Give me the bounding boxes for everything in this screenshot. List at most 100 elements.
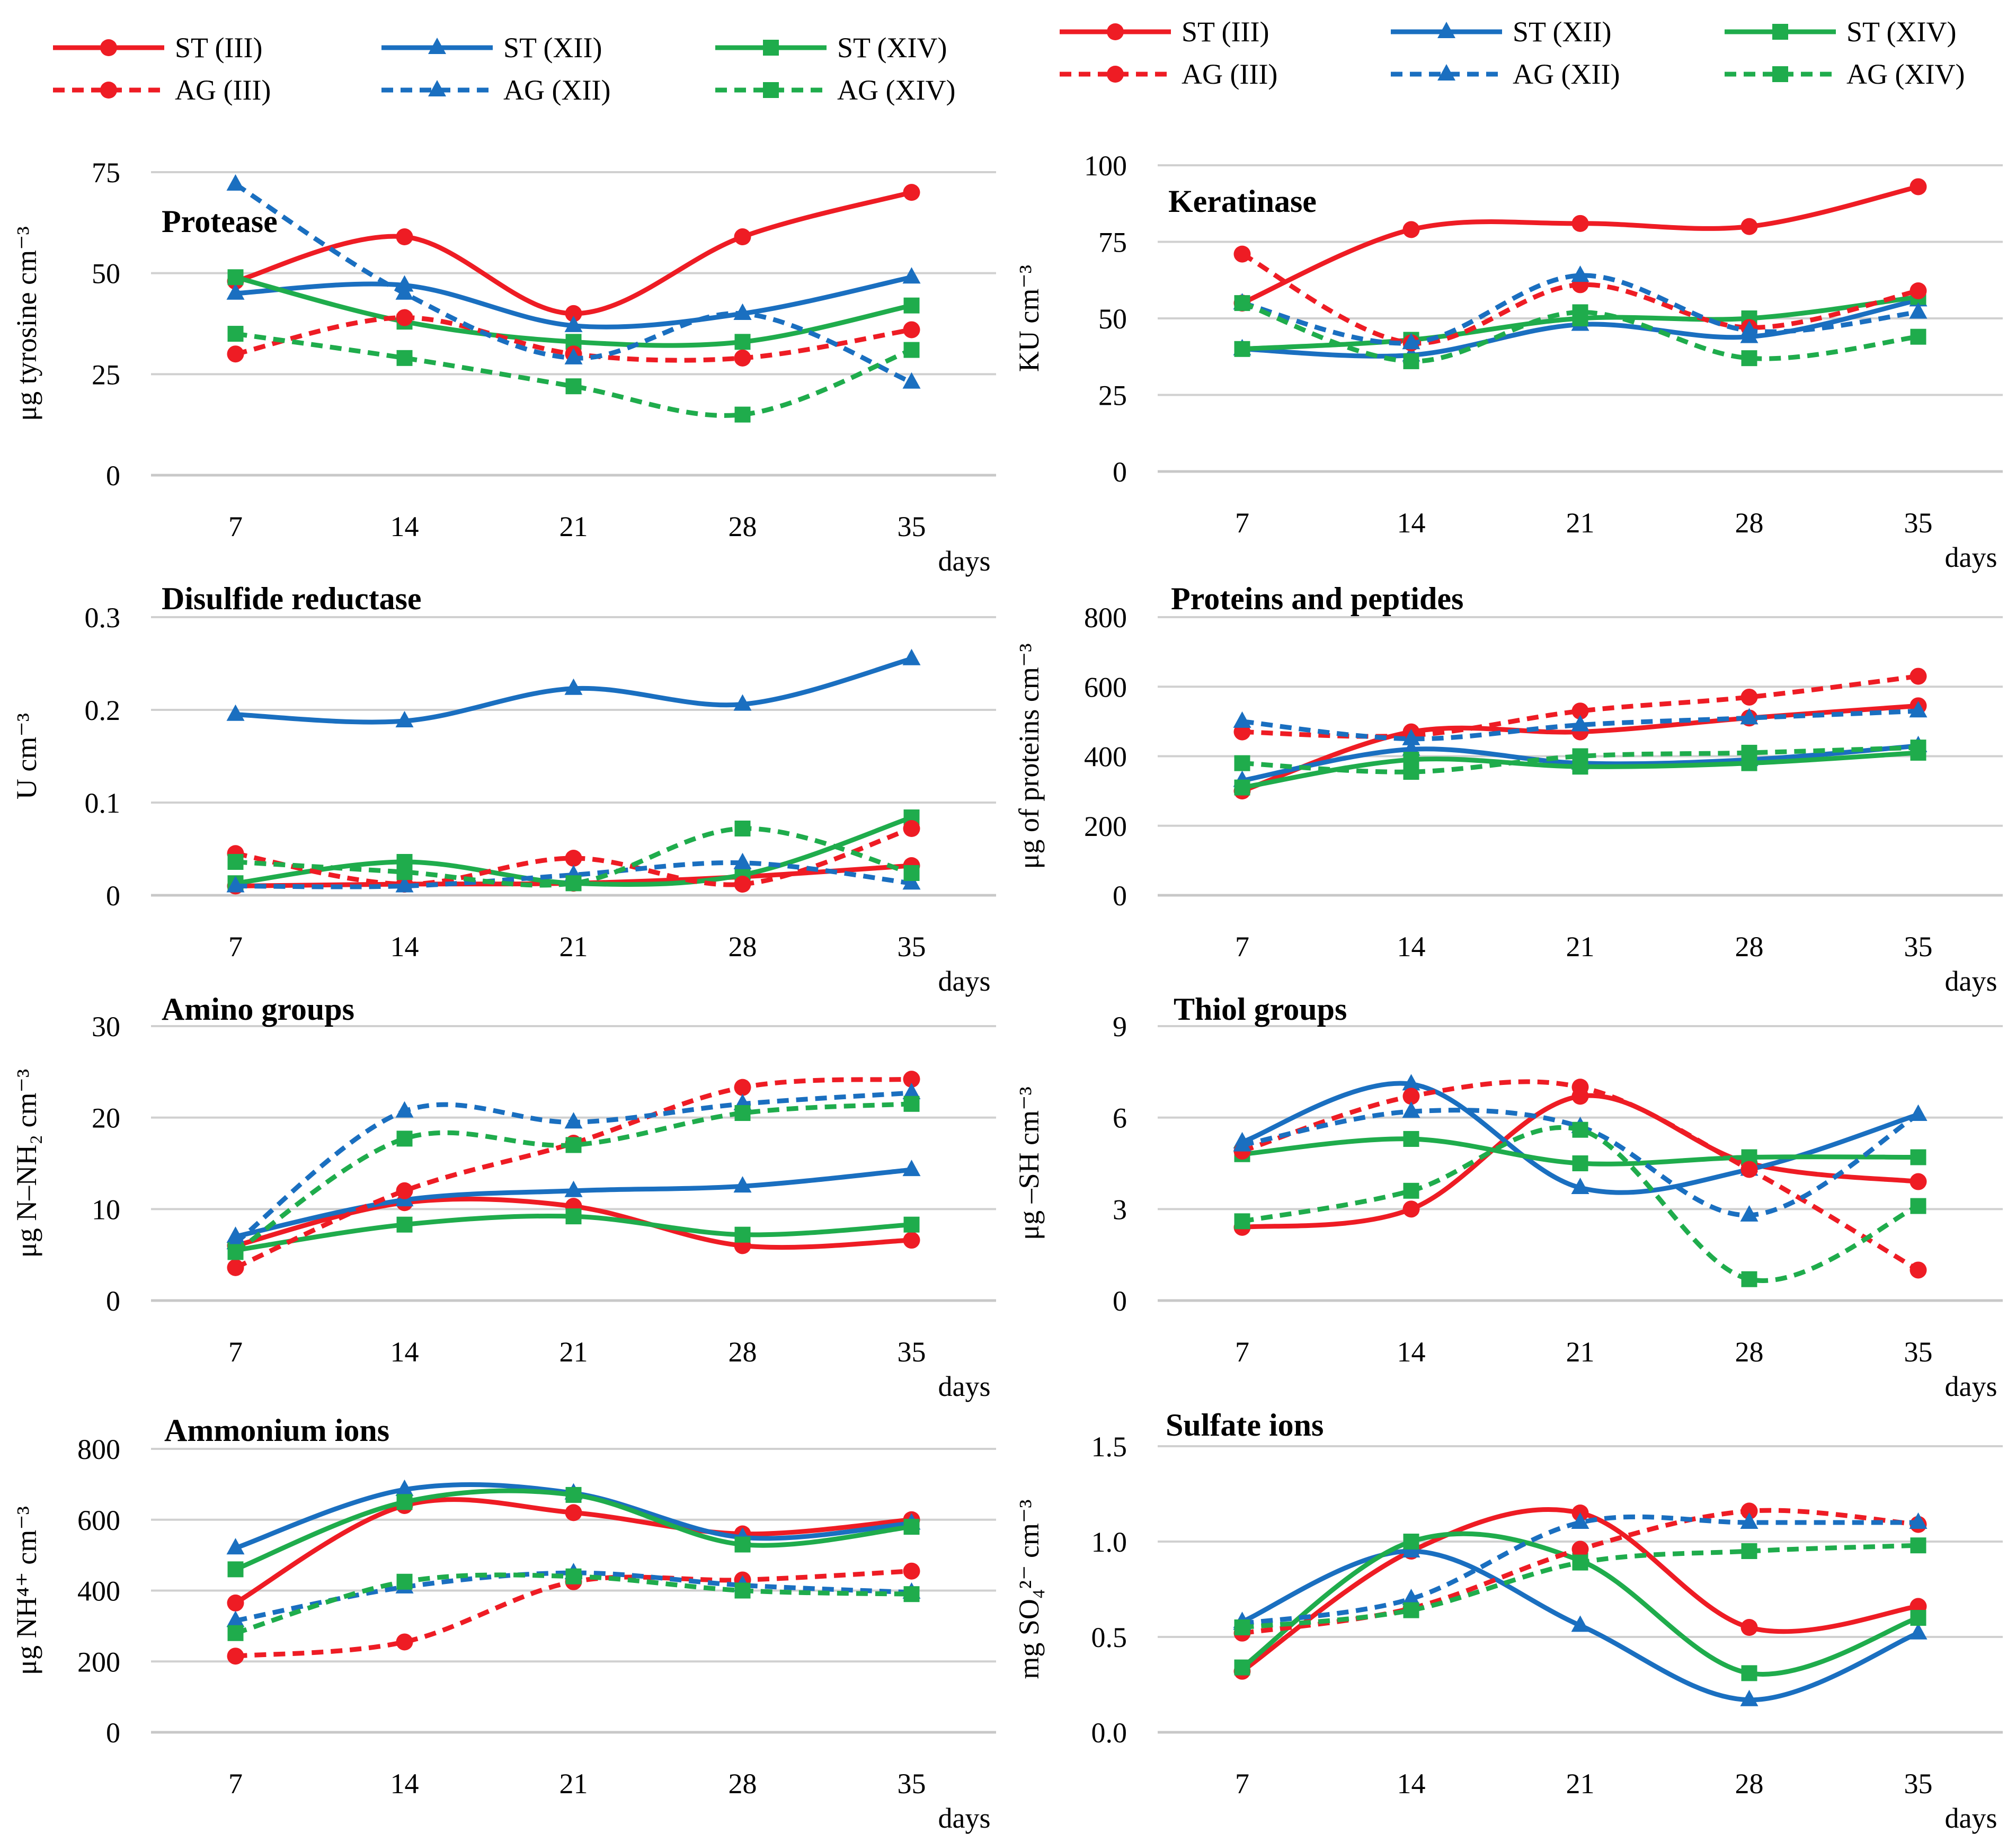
x-tick-label: 7 <box>1235 931 1249 963</box>
y-tick-label: 50 <box>1098 303 1127 335</box>
data-point <box>1571 1541 1589 1558</box>
data-point <box>1234 295 1250 311</box>
legend-marker <box>1437 22 1455 38</box>
data-point <box>226 174 245 191</box>
data-point <box>1402 739 1420 756</box>
data-point <box>1741 744 1757 761</box>
data-point <box>1740 708 1759 725</box>
y-axis-label: μg –SH cm⁻³ <box>1013 1087 1045 1240</box>
x-tick-label: 7 <box>228 1768 243 1800</box>
data-point <box>396 1182 413 1199</box>
legend-label: AG (XIV) <box>837 74 955 106</box>
x-tick-label: 28 <box>1735 507 1764 539</box>
data-point <box>734 1105 751 1121</box>
legend-marker <box>763 82 779 98</box>
data-point <box>564 678 583 695</box>
y-tick-label: 600 <box>77 1504 120 1536</box>
legend-item: AG (III) <box>53 74 271 106</box>
legend-item: ST (XIV) <box>1725 16 1956 48</box>
data-point <box>227 1244 244 1260</box>
legend-item: AG (XII) <box>1391 58 1620 90</box>
x-tick-label: 21 <box>1566 1336 1595 1368</box>
legend-item: AG (XII) <box>381 74 610 106</box>
x-tick-label: 14 <box>390 1336 419 1368</box>
x-tick-label: 28 <box>1735 1336 1764 1368</box>
data-point <box>564 1112 583 1129</box>
data-point <box>903 321 920 339</box>
chart-title: Disulfide reductase <box>162 581 422 616</box>
data-point <box>1571 1615 1589 1632</box>
data-point <box>226 1538 245 1555</box>
x-tick-label: 28 <box>729 1768 757 1800</box>
data-point <box>1909 302 1928 319</box>
x-tick-label: 7 <box>1235 1336 1249 1368</box>
data-point <box>1234 779 1250 796</box>
y-tick-label: 25 <box>1098 380 1127 412</box>
x-tick-label: 21 <box>1566 1768 1595 1800</box>
data-point <box>396 1130 413 1147</box>
legend-marker <box>1437 64 1455 81</box>
data-point <box>1571 1512 1589 1529</box>
chart-title: Ammonium ions <box>164 1413 389 1448</box>
data-point <box>1910 178 1927 195</box>
data-point <box>565 1208 582 1225</box>
legend-label: AG (XII) <box>503 74 610 106</box>
data-point <box>564 1180 583 1197</box>
legend-label: AG (III) <box>175 74 271 106</box>
y-tick-label: 20 <box>92 1102 120 1134</box>
data-point <box>227 1561 244 1578</box>
data-point <box>1740 1689 1759 1706</box>
data-point <box>902 873 921 890</box>
legend-marker <box>100 39 117 56</box>
x-tick-label: 14 <box>1397 1336 1426 1368</box>
series-line <box>1240 1507 1919 1673</box>
series-line <box>235 826 912 888</box>
y-tick-label: 0.0 <box>1091 1717 1127 1749</box>
chart-title: Thiol groups <box>1174 992 1347 1027</box>
data-point <box>1403 764 1419 780</box>
x-tick-label: 21 <box>559 1768 588 1800</box>
data-point <box>734 406 751 423</box>
data-point <box>903 1519 920 1535</box>
data-point <box>903 342 920 358</box>
series <box>1234 1537 1926 1635</box>
data-point <box>226 1610 245 1627</box>
data-point <box>1910 328 1926 345</box>
y-tick-label: 0.3 <box>85 602 121 634</box>
data-point <box>734 1226 751 1243</box>
chart-title: Keratinase <box>1168 184 1317 219</box>
series-line <box>1241 1108 1920 1218</box>
data-point <box>1402 333 1420 350</box>
y-tick-label: 0 <box>1113 880 1127 912</box>
data-point <box>733 694 752 711</box>
data-point <box>903 1586 920 1602</box>
x-tick-label: 35 <box>1904 1768 1933 1800</box>
data-point <box>1909 1104 1928 1121</box>
data-point <box>1402 1200 1420 1218</box>
legend-label: ST (III) <box>1182 16 1269 48</box>
data-point <box>903 1096 920 1112</box>
data-point <box>565 378 582 395</box>
x-tick-label: 35 <box>1904 507 1933 539</box>
y-tick-label: 200 <box>77 1646 120 1678</box>
data-point <box>1403 1534 1419 1550</box>
data-point <box>902 267 921 284</box>
data-point <box>1571 715 1589 732</box>
x-tick-label: 21 <box>1566 931 1595 963</box>
data-point <box>903 820 920 837</box>
data-point <box>734 1536 751 1553</box>
series <box>1233 701 1928 745</box>
legend-item: AG (III) <box>1060 58 1277 90</box>
legend-item: ST (XII) <box>381 32 602 64</box>
legend-item: ST (III) <box>1060 16 1269 48</box>
y-tick-label: 0 <box>1113 456 1127 488</box>
series <box>227 1096 920 1260</box>
legend-label: ST (XII) <box>1513 16 1611 48</box>
series-line <box>235 1570 912 1623</box>
y-tick-label: 0 <box>106 1285 120 1317</box>
y-axis-label: U cm⁻³ <box>11 713 42 799</box>
x-axis-label: days <box>1945 541 1997 573</box>
x-tick-label: 28 <box>1735 1768 1764 1800</box>
series-line <box>234 1076 912 1270</box>
